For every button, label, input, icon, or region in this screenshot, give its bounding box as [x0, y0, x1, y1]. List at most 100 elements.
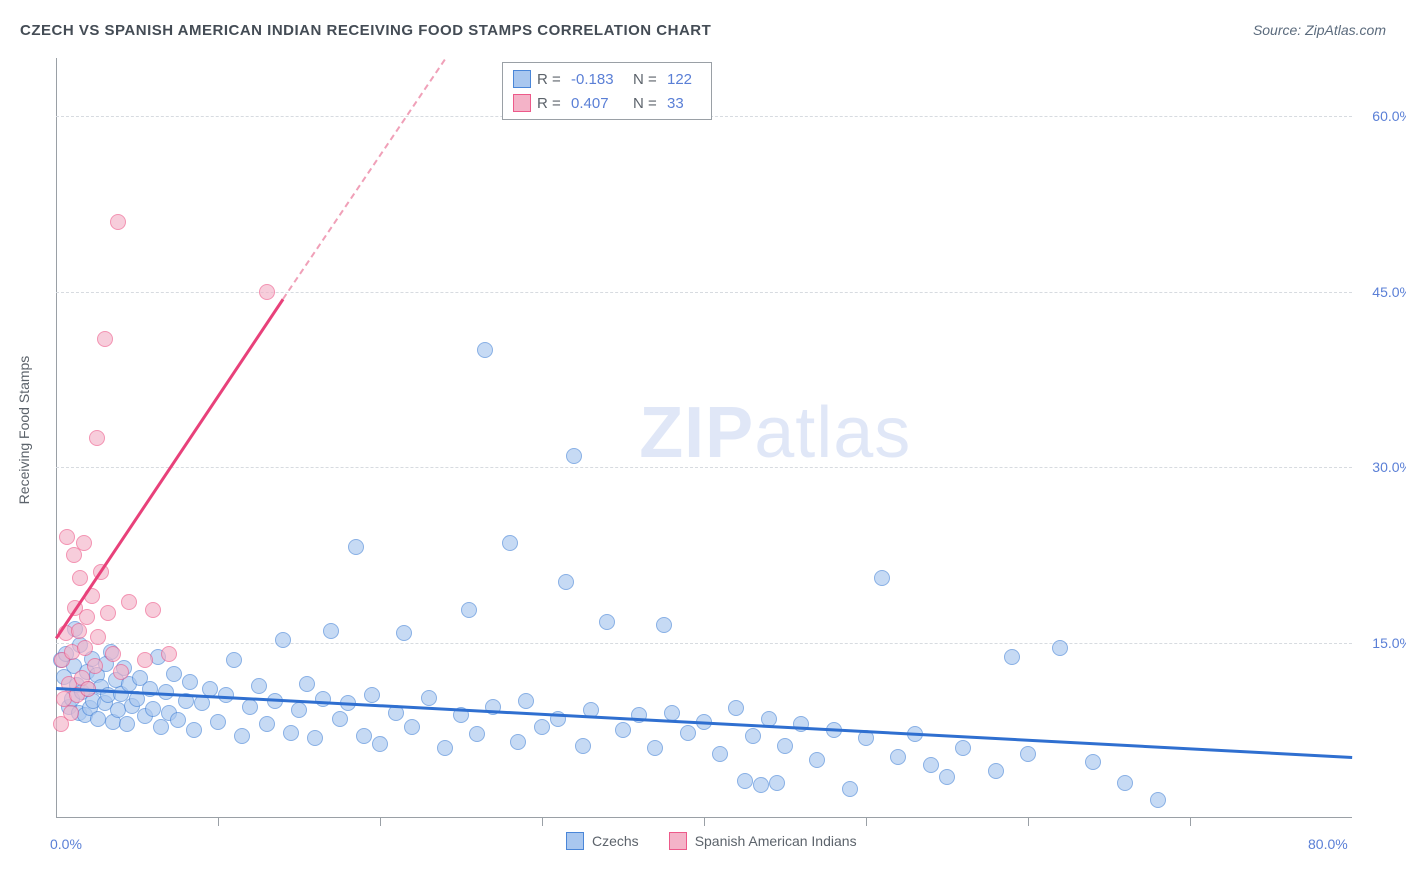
- scatter-point: [469, 726, 485, 742]
- scatter-point: [90, 629, 106, 645]
- scatter-point: [809, 752, 825, 768]
- scatter-point: [510, 734, 526, 750]
- x-tick-mark: [1190, 818, 1191, 826]
- stat-n-label: N =: [633, 95, 661, 112]
- scatter-point: [97, 331, 113, 347]
- legend-label: Czechs: [592, 833, 639, 849]
- scatter-point: [161, 646, 177, 662]
- scatter-point: [332, 711, 348, 727]
- scatter-point: [283, 725, 299, 741]
- stat-r-label: R =: [537, 71, 565, 88]
- scatter-point: [72, 570, 88, 586]
- scatter-point: [226, 652, 242, 668]
- scatter-point: [404, 719, 420, 735]
- scatter-point: [753, 777, 769, 793]
- chart-title: CZECH VS SPANISH AMERICAN INDIAN RECEIVI…: [20, 22, 711, 39]
- legend-swatch: [513, 94, 531, 112]
- x-tick-label: 0.0%: [50, 836, 82, 852]
- scatter-point: [100, 605, 116, 621]
- scatter-point: [90, 711, 106, 727]
- scatter-point: [186, 722, 202, 738]
- scatter-point: [210, 714, 226, 730]
- trend-line: [56, 687, 1352, 758]
- scatter-point: [534, 719, 550, 735]
- scatter-point: [1004, 649, 1020, 665]
- scatter-point: [364, 687, 380, 703]
- source-attribution: Source: ZipAtlas.com: [1253, 22, 1386, 38]
- scatter-point: [145, 602, 161, 618]
- scatter-point: [242, 699, 258, 715]
- scatter-point: [1052, 640, 1068, 656]
- scatter-point: [728, 700, 744, 716]
- scatter-point: [110, 214, 126, 230]
- scatter-point: [656, 617, 672, 633]
- legend-item: Czechs: [566, 832, 639, 850]
- scatter-point: [461, 602, 477, 618]
- scatter-point: [518, 693, 534, 709]
- scatter-point: [259, 716, 275, 732]
- y-tick-label: 30.0%: [1357, 459, 1406, 475]
- scatter-point: [647, 740, 663, 756]
- scatter-point: [923, 757, 939, 773]
- scatter-point: [194, 695, 210, 711]
- scatter-point: [955, 740, 971, 756]
- scatter-point: [502, 535, 518, 551]
- scatter-point: [299, 676, 315, 692]
- scatter-point: [315, 691, 331, 707]
- gridline: [56, 467, 1352, 468]
- gridline: [56, 643, 1352, 644]
- scatter-point: [575, 738, 591, 754]
- scatter-point: [251, 678, 267, 694]
- trend-line: [55, 298, 284, 638]
- y-tick-label: 60.0%: [1357, 108, 1406, 124]
- scatter-point: [1117, 775, 1133, 791]
- x-tick-mark: [866, 818, 867, 826]
- series-legend: Czechs Spanish American Indians: [566, 832, 857, 850]
- scatter-point: [396, 625, 412, 641]
- scatter-point: [988, 763, 1004, 779]
- scatter-point: [89, 430, 105, 446]
- scatter-point: [348, 539, 364, 555]
- legend-stat-row: R =0.407N =33: [513, 91, 701, 115]
- scatter-point: [145, 701, 161, 717]
- scatter-point: [712, 746, 728, 762]
- scatter-point: [323, 623, 339, 639]
- scatter-point: [170, 712, 186, 728]
- legend-swatch: [566, 832, 584, 850]
- scatter-point: [79, 609, 95, 625]
- gridline: [56, 292, 1352, 293]
- scatter-point: [793, 716, 809, 732]
- scatter-point: [874, 570, 890, 586]
- scatter-point: [121, 594, 137, 610]
- legend-item: Spanish American Indians: [669, 832, 857, 850]
- scatter-point: [437, 740, 453, 756]
- scatter-point: [137, 652, 153, 668]
- scatter-point: [71, 623, 87, 639]
- scatter-point: [737, 773, 753, 789]
- y-tick-label: 45.0%: [1357, 284, 1406, 300]
- y-tick-label: 15.0%: [1357, 635, 1406, 651]
- scatter-point: [1085, 754, 1101, 770]
- scatter-point: [275, 632, 291, 648]
- x-tick-mark: [704, 818, 705, 826]
- scatter-point: [890, 749, 906, 765]
- scatter-point: [153, 719, 169, 735]
- scatter-point: [558, 574, 574, 590]
- x-tick-mark: [542, 818, 543, 826]
- scatter-point: [1020, 746, 1036, 762]
- legend-label: Spanish American Indians: [695, 833, 857, 849]
- stat-n-value: 33: [667, 95, 701, 112]
- scatter-point: [615, 722, 631, 738]
- scatter-point: [421, 690, 437, 706]
- scatter-point: [182, 674, 198, 690]
- x-tick-label: 80.0%: [1308, 836, 1348, 852]
- scatter-point: [356, 728, 372, 744]
- scatter-point: [372, 736, 388, 752]
- stat-r-value: 0.407: [571, 95, 627, 112]
- y-axis-label: Receiving Food Stamps: [16, 356, 32, 505]
- stat-r-value: -0.183: [571, 71, 627, 88]
- scatter-point: [59, 529, 75, 545]
- y-axis-line: [56, 58, 57, 818]
- trend-line-extrapolated: [282, 58, 446, 299]
- x-tick-mark: [218, 818, 219, 826]
